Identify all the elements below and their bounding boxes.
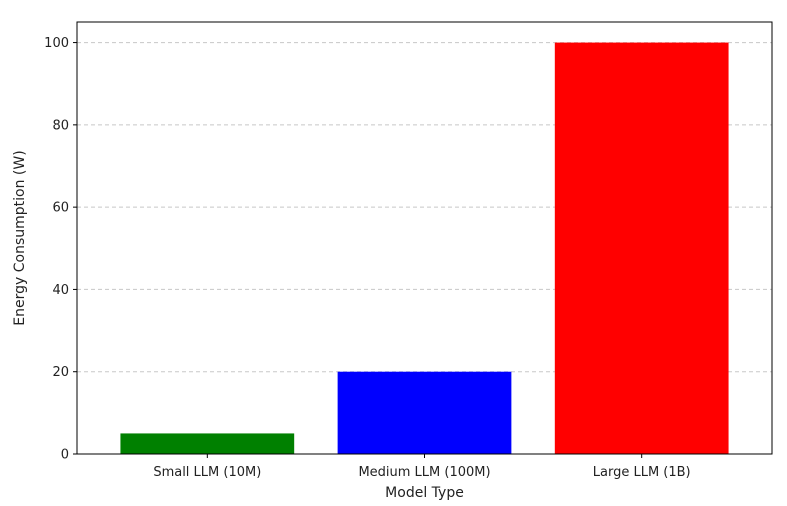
bar-2 bbox=[554, 42, 729, 454]
bars bbox=[120, 42, 729, 454]
y-tick-label-4: 80 bbox=[52, 118, 69, 133]
y-tick-label-1: 20 bbox=[52, 365, 69, 380]
y-tick-label-3: 60 bbox=[52, 201, 69, 216]
x-tick-label-1: Medium LLM (100M) bbox=[358, 465, 490, 480]
y-axis-label: Energy Consumption (W) bbox=[12, 150, 28, 325]
y-axis-ticks: 0 20 40 60 80 100 bbox=[44, 36, 77, 463]
y-tick-label-5: 100 bbox=[44, 36, 69, 51]
x-axis-label: Model Type bbox=[385, 485, 464, 501]
bar-1 bbox=[337, 371, 512, 454]
x-tick-label-0: Small LLM (10M) bbox=[153, 465, 261, 480]
y-tick-label-0: 0 bbox=[61, 448, 69, 463]
x-tick-label-2: Large LLM (1B) bbox=[593, 465, 691, 480]
x-axis-ticks: Small LLM (10M) Medium LLM (100M) Large LL… bbox=[153, 454, 691, 480]
y-tick-label-2: 40 bbox=[52, 283, 69, 298]
grid-lines bbox=[77, 42, 772, 373]
bar-0 bbox=[120, 433, 295, 454]
